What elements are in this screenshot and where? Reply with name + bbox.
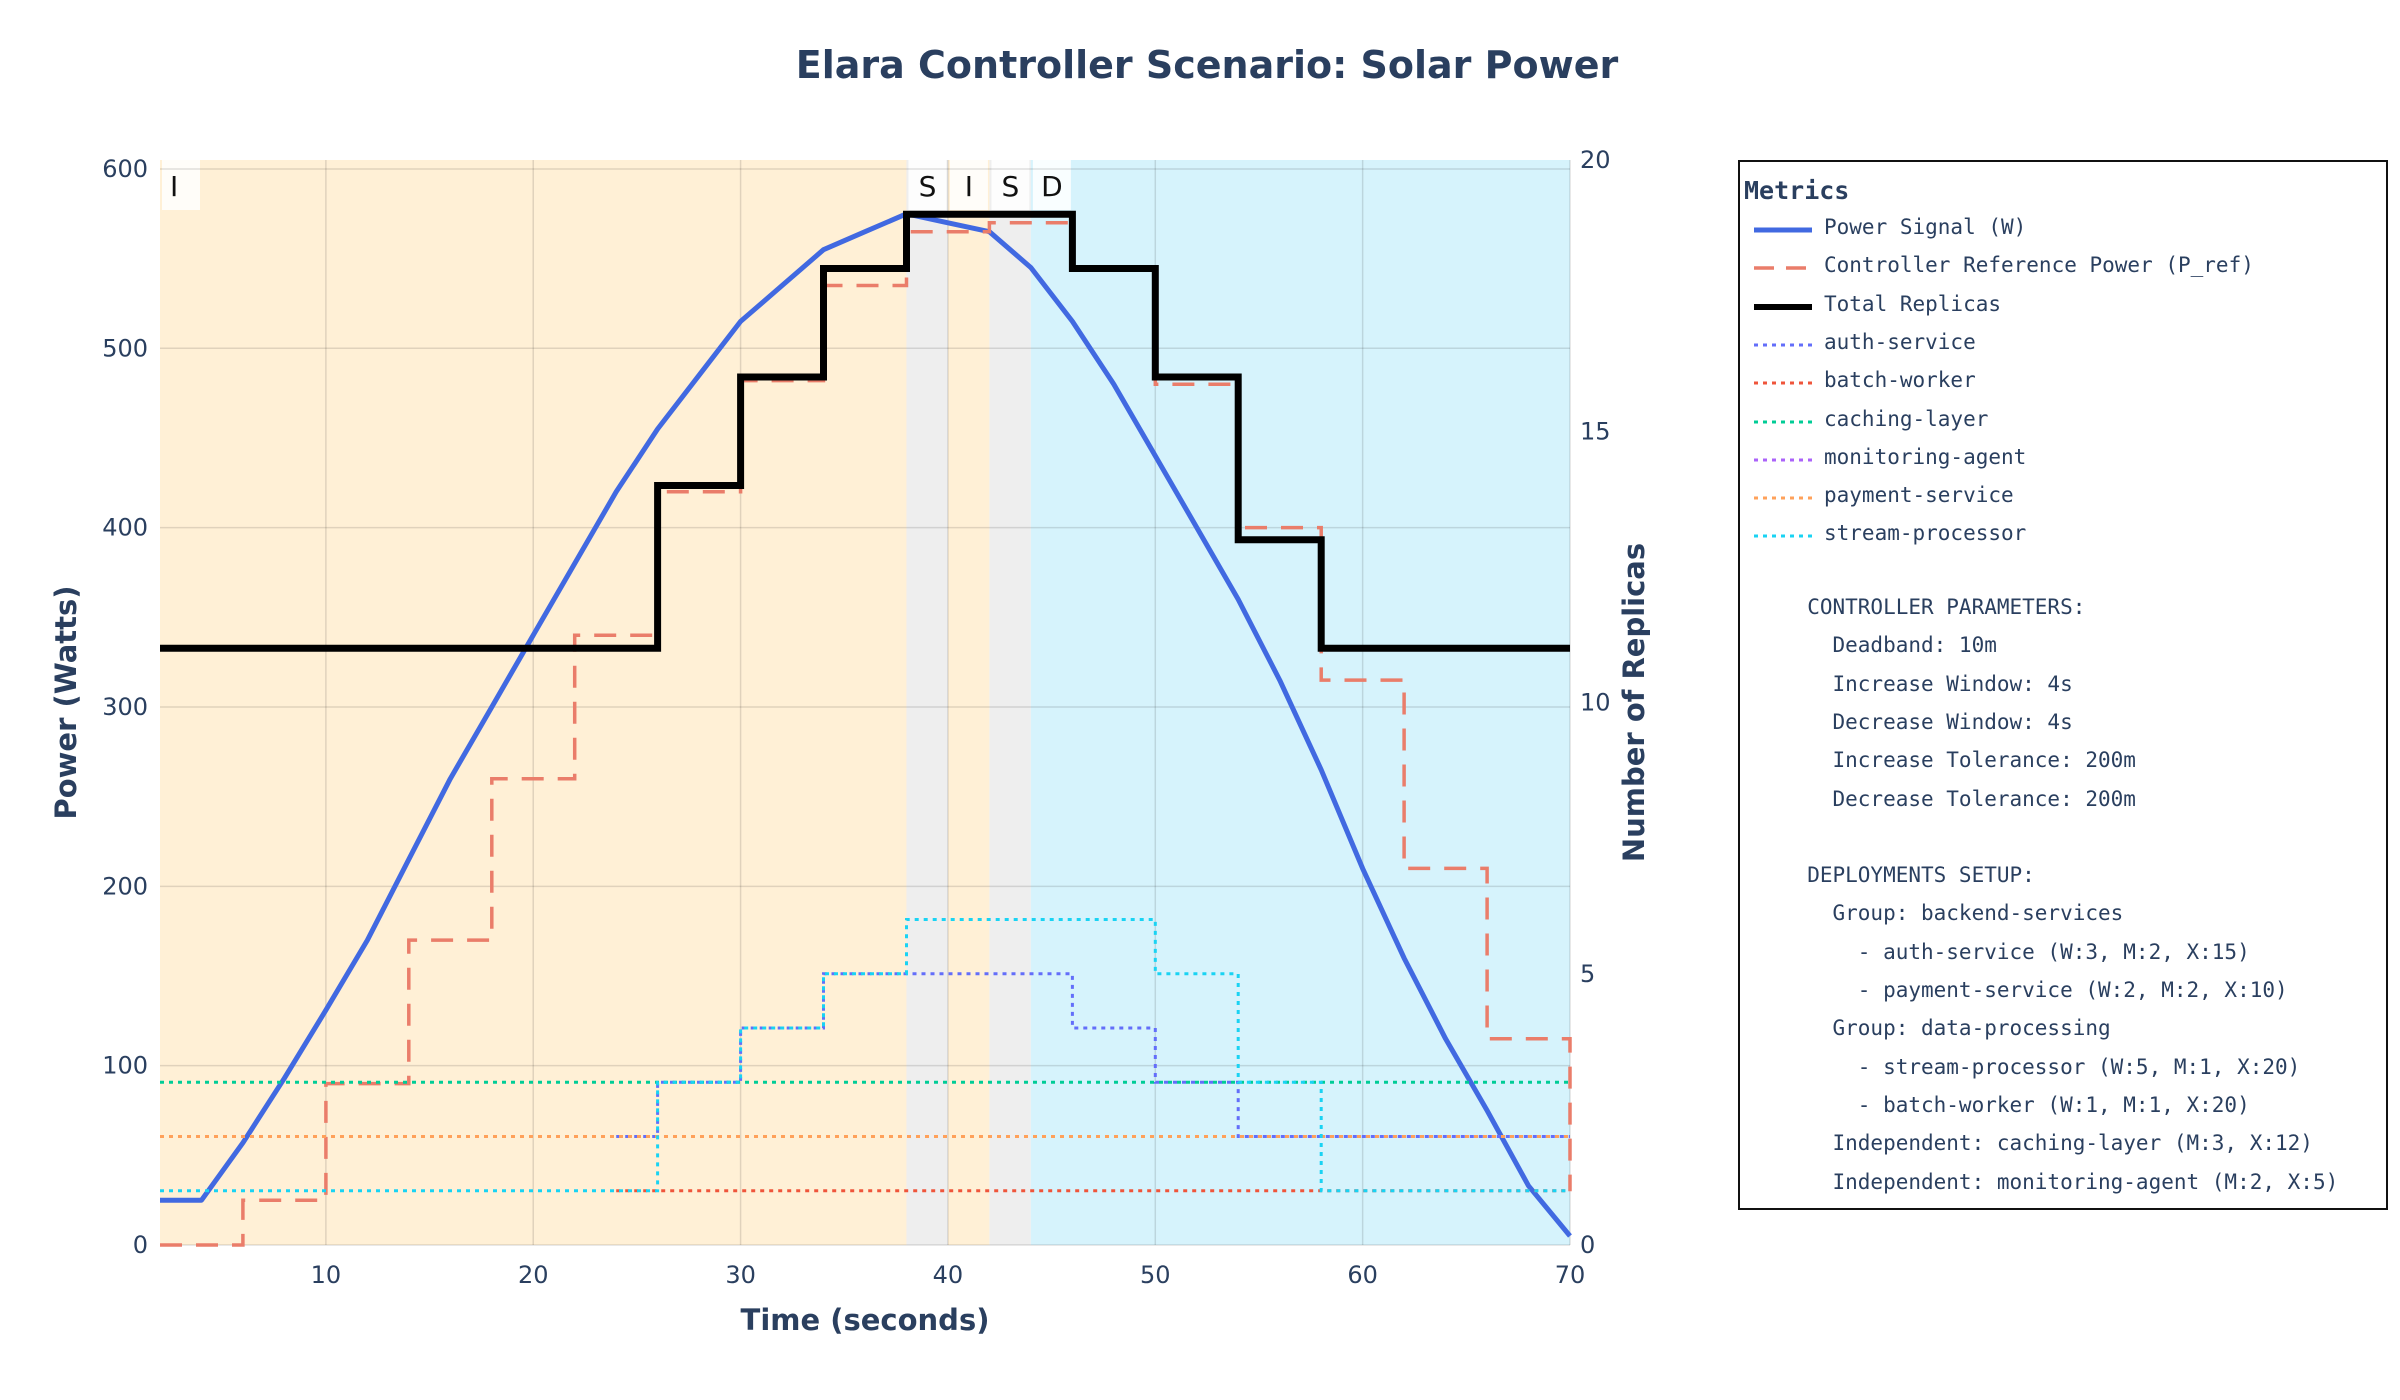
phase-label: D bbox=[1041, 170, 1063, 203]
y2-tick-label: 15 bbox=[1580, 417, 1611, 445]
y2-tick-label: 5 bbox=[1580, 960, 1595, 988]
legend-item[interactable]: auth-service bbox=[1746, 327, 2386, 365]
legend-label: payment-service bbox=[1824, 483, 2014, 508]
legend-swatch bbox=[1754, 343, 1812, 347]
legend-item[interactable]: caching-layer bbox=[1746, 404, 2386, 442]
legend-note-line: - batch-worker (W:1, M:1, X:20) bbox=[1744, 1092, 2250, 1117]
series-line bbox=[160, 918, 1570, 1193]
phase-region bbox=[906, 160, 948, 1245]
legend-item[interactable]: Power Signal (W) bbox=[1746, 212, 2386, 250]
legend-note-line: Increase Window: 4s bbox=[1744, 671, 2073, 696]
y-tick-label: 100 bbox=[102, 1052, 148, 1080]
legend-swatch bbox=[1754, 303, 1812, 310]
x-tick-label: 30 bbox=[725, 1261, 756, 1289]
legend: Metrics Power Signal (W) Controller Refer… bbox=[1738, 160, 2388, 1210]
legend-item[interactable]: payment-service bbox=[1746, 480, 2386, 518]
phase-label-bg bbox=[1032, 160, 1071, 210]
legend-label: Controller Reference Power (P_ref) bbox=[1824, 253, 2254, 278]
legend-title: Metrics bbox=[1744, 176, 1850, 205]
legend-note-line: - auth-service (W:3, M:2, X:15) bbox=[1744, 939, 2250, 964]
legend-swatch bbox=[1754, 458, 1812, 462]
legend-item[interactable]: Controller Reference Power (P_ref) bbox=[1746, 250, 2386, 288]
y-tick-label: 0 bbox=[133, 1231, 148, 1259]
phase-label: I bbox=[965, 170, 973, 203]
legend-note-line: Deadband: 10m bbox=[1744, 633, 1997, 658]
legend-item[interactable]: Total Replicas bbox=[1746, 289, 2386, 327]
legend-note-line: Decrease Window: 4s bbox=[1744, 709, 2073, 734]
legend-note-line: Group: data-processing bbox=[1744, 1016, 2111, 1041]
phase-label-bg bbox=[949, 160, 988, 210]
legend-note-line: Independent: caching-layer (M:3, X:12) bbox=[1744, 1131, 2313, 1156]
y-tick-label: 400 bbox=[102, 514, 148, 542]
legend-label: caching-layer bbox=[1824, 406, 1989, 431]
y-tick-label: 300 bbox=[102, 693, 148, 721]
legend-item[interactable]: stream-processor bbox=[1746, 518, 2386, 556]
legend-note-line: DEPLOYMENTS SETUP: bbox=[1744, 863, 2035, 888]
phase-label: S bbox=[1002, 170, 1020, 203]
legend-item[interactable]: batch-worker bbox=[1746, 365, 2386, 403]
legend-note-line: CONTROLLER PARAMETERS: bbox=[1744, 595, 2086, 619]
y-tick-label: 200 bbox=[102, 872, 148, 900]
legend-item[interactable]: monitoring-agent bbox=[1746, 442, 2386, 480]
legend-swatch bbox=[1754, 266, 1812, 271]
phase-region bbox=[989, 160, 1031, 1245]
x-tick-label: 60 bbox=[1347, 1261, 1378, 1289]
chart-area: Elara Controller Scenario: Solar Power I S… bbox=[49, 43, 1651, 1337]
legend-label: Power Signal (W) bbox=[1824, 215, 2027, 239]
legend-label: stream-processor bbox=[1824, 521, 2027, 546]
x-tick-label: 50 bbox=[1140, 1261, 1171, 1289]
phase-region bbox=[947, 160, 990, 1245]
phase-label-bg bbox=[991, 160, 1030, 210]
y-tick-label: 500 bbox=[102, 334, 148, 362]
y-axis-label: Power (Watts) bbox=[49, 585, 83, 819]
x-tick-label: 20 bbox=[518, 1261, 549, 1289]
chart-title: Elara Controller Scenario: Solar Power bbox=[796, 43, 1619, 87]
y2-tick-label: 20 bbox=[1580, 146, 1611, 174]
y-tick-label: 600 bbox=[102, 155, 148, 183]
x-tick-label: 10 bbox=[311, 1261, 342, 1289]
phase-region bbox=[160, 160, 907, 1245]
legend-swatch bbox=[1754, 420, 1812, 423]
legend-label: batch-worker bbox=[1824, 368, 1976, 393]
series-line bbox=[160, 210, 1570, 652]
legend-swatch bbox=[1754, 381, 1812, 385]
legend-note-line: - payment-service (W:2, M:2, X:10) bbox=[1744, 978, 2288, 1002]
legend-label: Total Replicas bbox=[1824, 291, 2002, 316]
phase-label: S bbox=[919, 170, 937, 203]
legend-note-line: Group: backend-services bbox=[1744, 901, 2124, 926]
y2-tick-label: 0 bbox=[1580, 1231, 1595, 1259]
legend-note-line: Decrease Tolerance: 200m bbox=[1744, 786, 2136, 811]
series-line bbox=[160, 221, 1572, 1247]
legend-label: auth-service bbox=[1824, 329, 1976, 354]
legend-swatch bbox=[1754, 227, 1812, 233]
series-line bbox=[160, 211, 1572, 1238]
y2-tick-label: 10 bbox=[1580, 689, 1611, 717]
x-axis-label: Time (seconds) bbox=[741, 1303, 990, 1337]
phase-label: I bbox=[170, 170, 178, 203]
legend-label: monitoring-agent bbox=[1824, 444, 2027, 469]
y2-axis-label: Number of Replicas bbox=[1617, 543, 1651, 862]
x-tick-label: 40 bbox=[933, 1261, 964, 1289]
legend-swatch bbox=[1754, 496, 1812, 500]
legend-note-line: Increase Tolerance: 200m bbox=[1744, 748, 2136, 773]
phase-region bbox=[1030, 160, 1570, 1245]
phase-label-bg bbox=[908, 160, 947, 210]
legend-note-line: - stream-processor (W:5, M:1, X:20) bbox=[1744, 1054, 2301, 1079]
x-tick-label: 70 bbox=[1555, 1261, 1586, 1289]
phase-label-bg bbox=[162, 160, 200, 210]
legend-swatch bbox=[1754, 534, 1812, 538]
legend-note-line: Independent: monitoring-agent (M:2, X:5) bbox=[1744, 1169, 2339, 1194]
